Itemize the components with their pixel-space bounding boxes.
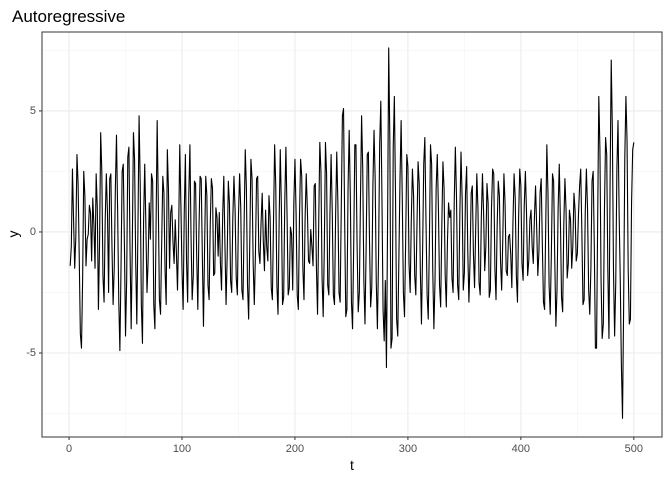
- y-tick-label: 5: [30, 105, 36, 117]
- x-tick-label: 500: [625, 443, 643, 455]
- axes: 0 100 200 300 400 500 -5 0 5: [26, 105, 643, 455]
- x-tick-label: 400: [512, 443, 530, 455]
- plot: [69, 47, 635, 419]
- x-tick-label: 100: [173, 443, 191, 455]
- y-tick-label: 0: [30, 226, 36, 238]
- line-series: [69, 47, 635, 419]
- x-tick-label: 200: [286, 443, 304, 455]
- x-tick-label: 0: [66, 443, 72, 455]
- x-axis-title: t: [350, 457, 354, 473]
- x-tick-label: 300: [399, 443, 417, 455]
- panel-border: [41, 31, 663, 438]
- y-axis-title: y: [5, 231, 21, 238]
- y-tick-label: -5: [26, 347, 36, 359]
- chart-title: Autoregressive: [12, 7, 125, 26]
